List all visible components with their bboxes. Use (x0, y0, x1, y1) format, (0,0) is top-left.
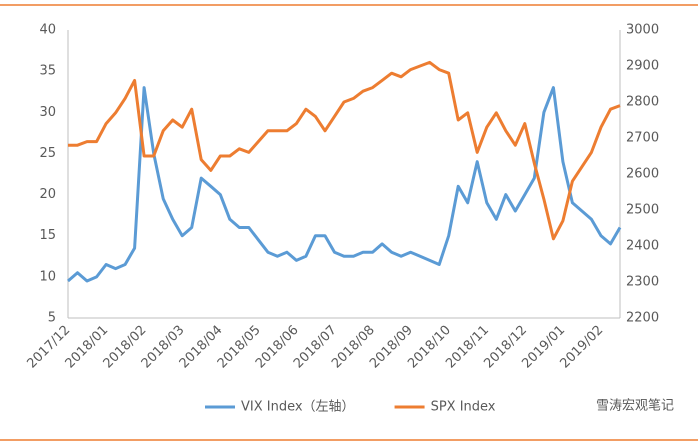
y-tick-label: 20 (39, 187, 56, 202)
legend-label: VIX Index（左轴） (241, 400, 355, 415)
series-line (68, 60, 621, 241)
y2-tick-label: 2500 (626, 203, 659, 218)
y-tick-label: 15 (39, 228, 56, 243)
y-tick-label: 30 (39, 105, 56, 120)
y2-tick-label: 2800 (626, 95, 659, 110)
watermark: 雪涛宏观笔记 (596, 398, 674, 414)
y2-tick-label: 2900 (626, 59, 659, 74)
y2-tick-label: 2600 (626, 167, 659, 182)
y2-tick-label: 2700 (626, 131, 659, 146)
y2-tick-label: 2400 (626, 239, 659, 254)
y-tick-label: 25 (39, 146, 56, 161)
y-tick-label: 35 (39, 64, 56, 79)
legend-label: SPX Index (431, 400, 496, 415)
y2-tick-label: 2300 (626, 275, 659, 290)
y-tick-label: 40 (39, 23, 56, 38)
y2-tick-label: 2200 (626, 311, 659, 326)
y2-tick-label: 3000 (626, 23, 659, 38)
y-tick-label: 5 (48, 311, 56, 326)
y-tick-label: 10 (39, 269, 56, 284)
series-line (67, 86, 622, 283)
